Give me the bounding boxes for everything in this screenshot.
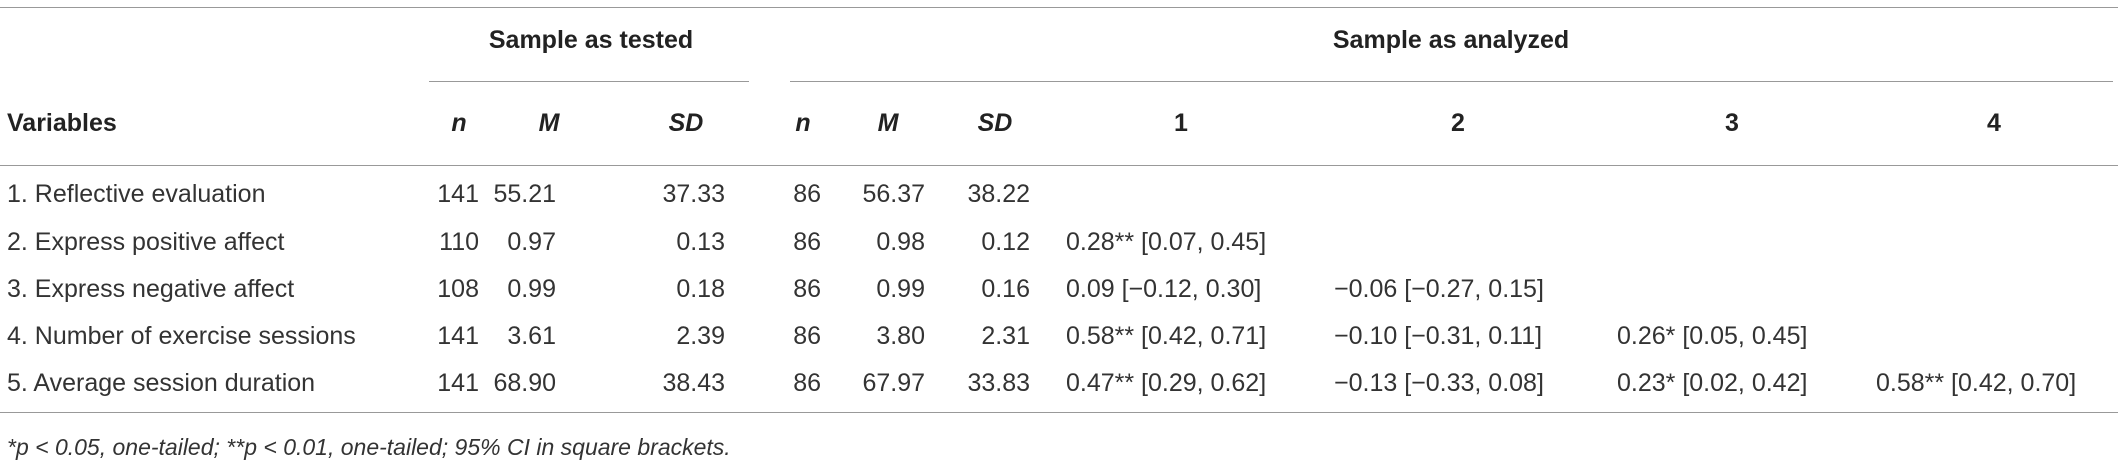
cell: 37.33 xyxy=(662,180,725,208)
cell: 0.26* [0.05, 0.45] xyxy=(1617,322,1808,350)
cell: −0.06 [−0.27, 0.15] xyxy=(1334,275,1544,303)
cell: 86 xyxy=(793,369,821,397)
cell: 0.97 xyxy=(507,228,556,256)
cell: 3.61 xyxy=(507,322,556,350)
cell: 141 xyxy=(437,369,479,397)
column-header: SD xyxy=(668,109,704,137)
cell: −0.13 [−0.33, 0.08] xyxy=(1334,369,1544,397)
stub-header: Variables xyxy=(7,109,117,137)
column-header: SD xyxy=(977,109,1013,137)
footnote: *p < 0.05, one-tailed; **p < 0.01, one-t… xyxy=(7,434,731,460)
cell: 0.23* [0.02, 0.42] xyxy=(1617,369,1808,397)
cell: 108 xyxy=(437,275,479,303)
cell: 0.09 [−0.12, 0.30] xyxy=(1066,275,1262,303)
cell: 110 xyxy=(439,228,479,256)
cell: 86 xyxy=(793,228,821,256)
cell: 86 xyxy=(793,180,821,208)
cell: 0.58** [0.42, 0.71] xyxy=(1066,322,1267,350)
cell: 86 xyxy=(793,275,821,303)
cell: 141 xyxy=(437,322,479,350)
cell: 3.80 xyxy=(876,322,925,350)
cell: 67.97 xyxy=(862,369,925,397)
cell: 0.99 xyxy=(507,275,556,303)
column-header: n xyxy=(451,109,467,137)
cell: 0.28** [0.07, 0.45] xyxy=(1066,228,1267,256)
row-label: 5. Average session duration xyxy=(7,369,316,397)
cell: 0.13 xyxy=(676,228,725,256)
cell: 56.37 xyxy=(862,180,925,208)
row-label: 2. Express positive affect xyxy=(7,228,285,256)
cell: 38.22 xyxy=(967,180,1030,208)
cell: 0.98 xyxy=(876,228,925,256)
cell: 141 xyxy=(437,180,479,208)
cell: 33.83 xyxy=(967,369,1030,397)
cell: 0.16 xyxy=(981,275,1030,303)
cell: −0.10 [−0.31, 0.11] xyxy=(1334,322,1543,350)
cell: 2.31 xyxy=(981,322,1030,350)
row-label: 4. Number of exercise sessions xyxy=(7,322,356,350)
row-label: 3. Express negative affect xyxy=(7,275,295,303)
top-rule xyxy=(0,7,2118,8)
cell: 0.12 xyxy=(981,228,1030,256)
cell: 0.58** [0.42, 0.70] xyxy=(1876,369,2077,397)
cell: 55.21 xyxy=(493,180,556,208)
column-header: M xyxy=(538,109,560,137)
column-header: n xyxy=(795,109,811,137)
column-header: 4 xyxy=(1987,109,2001,137)
cell: 86 xyxy=(793,322,821,350)
header-rule xyxy=(0,165,2118,166)
column-header: 2 xyxy=(1451,109,1465,137)
group-header: Sample as analyzed xyxy=(1332,26,1570,54)
group-header: Sample as tested xyxy=(488,26,694,54)
row-label: 1. Reflective evaluation xyxy=(7,180,266,208)
cell: 0.99 xyxy=(876,275,925,303)
column-header: M xyxy=(877,109,899,137)
cell: 68.90 xyxy=(493,369,556,397)
group-rule xyxy=(790,81,2113,82)
cell: 38.43 xyxy=(662,369,725,397)
cell: 0.18 xyxy=(676,275,725,303)
column-header: 1 xyxy=(1174,109,1188,137)
group-rule xyxy=(429,81,749,82)
column-header: 3 xyxy=(1725,109,1739,137)
cell: 2.39 xyxy=(676,322,725,350)
cell: 0.47** [0.29, 0.62] xyxy=(1066,369,1267,397)
bottom-rule xyxy=(0,412,2118,413)
